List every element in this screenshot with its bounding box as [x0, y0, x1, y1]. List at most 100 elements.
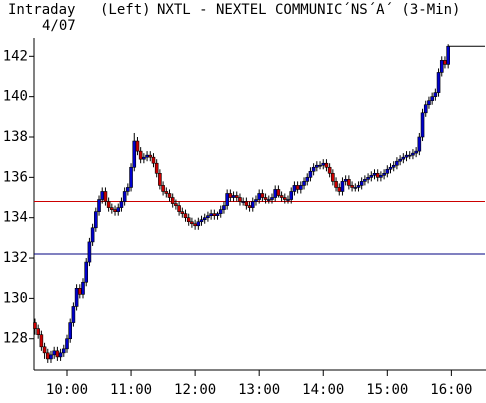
candle-body	[283, 197, 287, 200]
candle-body	[273, 189, 277, 198]
candle-body	[353, 187, 358, 189]
candle-body	[78, 287, 82, 295]
candle-body	[142, 156, 146, 160]
candle-body	[170, 197, 175, 204]
candle-body	[407, 154, 412, 157]
candle-body	[398, 158, 402, 162]
header-side: (Left)	[100, 2, 151, 18]
candle-body	[334, 181, 338, 188]
candle-body	[186, 217, 191, 223]
candle-body	[359, 181, 364, 186]
candle-body	[279, 195, 284, 198]
candle-body	[132, 140, 137, 168]
candle-body	[250, 201, 255, 208]
candle-body	[225, 193, 229, 206]
candle-body	[154, 162, 159, 174]
candle-body	[423, 104, 428, 114]
candle-body	[286, 199, 290, 201]
candle-body	[366, 177, 370, 180]
candle-body	[324, 162, 329, 168]
candle-body	[161, 185, 165, 192]
candle-body	[135, 140, 140, 152]
candle-body	[180, 211, 185, 214]
candle-body	[231, 195, 236, 198]
candle-body	[183, 213, 188, 218]
candle-body	[385, 168, 390, 174]
candle-body	[119, 201, 124, 208]
candle-body	[61, 348, 66, 354]
candle-body	[257, 193, 261, 200]
y-tick-label: 134	[3, 210, 28, 226]
candle-body	[276, 189, 281, 196]
candle-body	[193, 223, 197, 227]
candle-body	[122, 191, 127, 202]
candle-body	[81, 281, 85, 295]
candle-body	[116, 207, 121, 212]
candle-body	[318, 164, 322, 167]
candle-body	[45, 352, 50, 360]
candle-body	[340, 181, 345, 192]
candle-body	[375, 173, 380, 178]
candle-body	[350, 185, 354, 188]
y-tick-label: 132	[3, 250, 28, 266]
candle-body	[110, 207, 114, 210]
candle-body	[222, 205, 226, 210]
candle-body	[331, 173, 335, 182]
candle-body	[138, 150, 143, 160]
candle-body	[113, 209, 117, 212]
header-date: 4/07	[42, 18, 76, 34]
candle-body	[414, 150, 418, 154]
candle-body	[190, 221, 194, 225]
candle-body	[145, 154, 149, 158]
candle-body	[228, 193, 233, 198]
candle-body	[58, 352, 63, 358]
candle-body	[212, 213, 217, 216]
candle-body	[446, 45, 450, 65]
x-tick-label: 11:00	[110, 382, 152, 398]
candle-body	[433, 92, 438, 97]
candle-body	[158, 173, 162, 186]
candle-body	[202, 217, 207, 221]
candle-body	[196, 221, 201, 227]
candle-body	[327, 166, 332, 174]
y-tick-label: 130	[3, 290, 28, 306]
candle-body	[292, 185, 297, 192]
candle-body	[94, 211, 98, 229]
candle-body	[295, 185, 300, 190]
candle-body	[379, 175, 383, 178]
candle-body	[167, 193, 172, 198]
candle-body	[49, 354, 53, 360]
candle-body	[238, 197, 242, 202]
candle-body	[52, 350, 56, 356]
candle-body	[356, 185, 361, 188]
y-tick-label: 136	[3, 169, 28, 185]
candle-body	[382, 173, 386, 176]
candle-body	[417, 136, 422, 152]
candle-body	[430, 96, 434, 101]
candle-body	[33, 322, 37, 329]
candle-body	[363, 179, 367, 182]
x-tick-label: 16:00	[430, 382, 472, 398]
candle-body	[347, 179, 351, 186]
candle-body	[106, 201, 111, 208]
candle-body	[148, 154, 153, 158]
candle-body	[164, 191, 169, 194]
candle-body	[244, 201, 249, 206]
candle-body	[234, 195, 239, 198]
candle-body	[215, 213, 220, 216]
candle-body	[55, 350, 60, 358]
candle-body	[260, 193, 265, 198]
chart-title: NXTL - NEXTEL COMMUNIC´NS´A´ (3-Min)	[157, 2, 460, 18]
y-tick-label: 140	[3, 89, 28, 105]
candle-body	[84, 261, 89, 283]
candle-body	[241, 201, 245, 203]
candle-body	[74, 287, 79, 307]
x-tick-label: 12:00	[174, 382, 216, 398]
candle-body	[343, 179, 348, 182]
candle-body	[68, 322, 72, 340]
candle-body	[254, 199, 258, 202]
candle-body	[42, 346, 47, 354]
candle-body	[420, 112, 425, 138]
candle-body	[289, 191, 294, 200]
